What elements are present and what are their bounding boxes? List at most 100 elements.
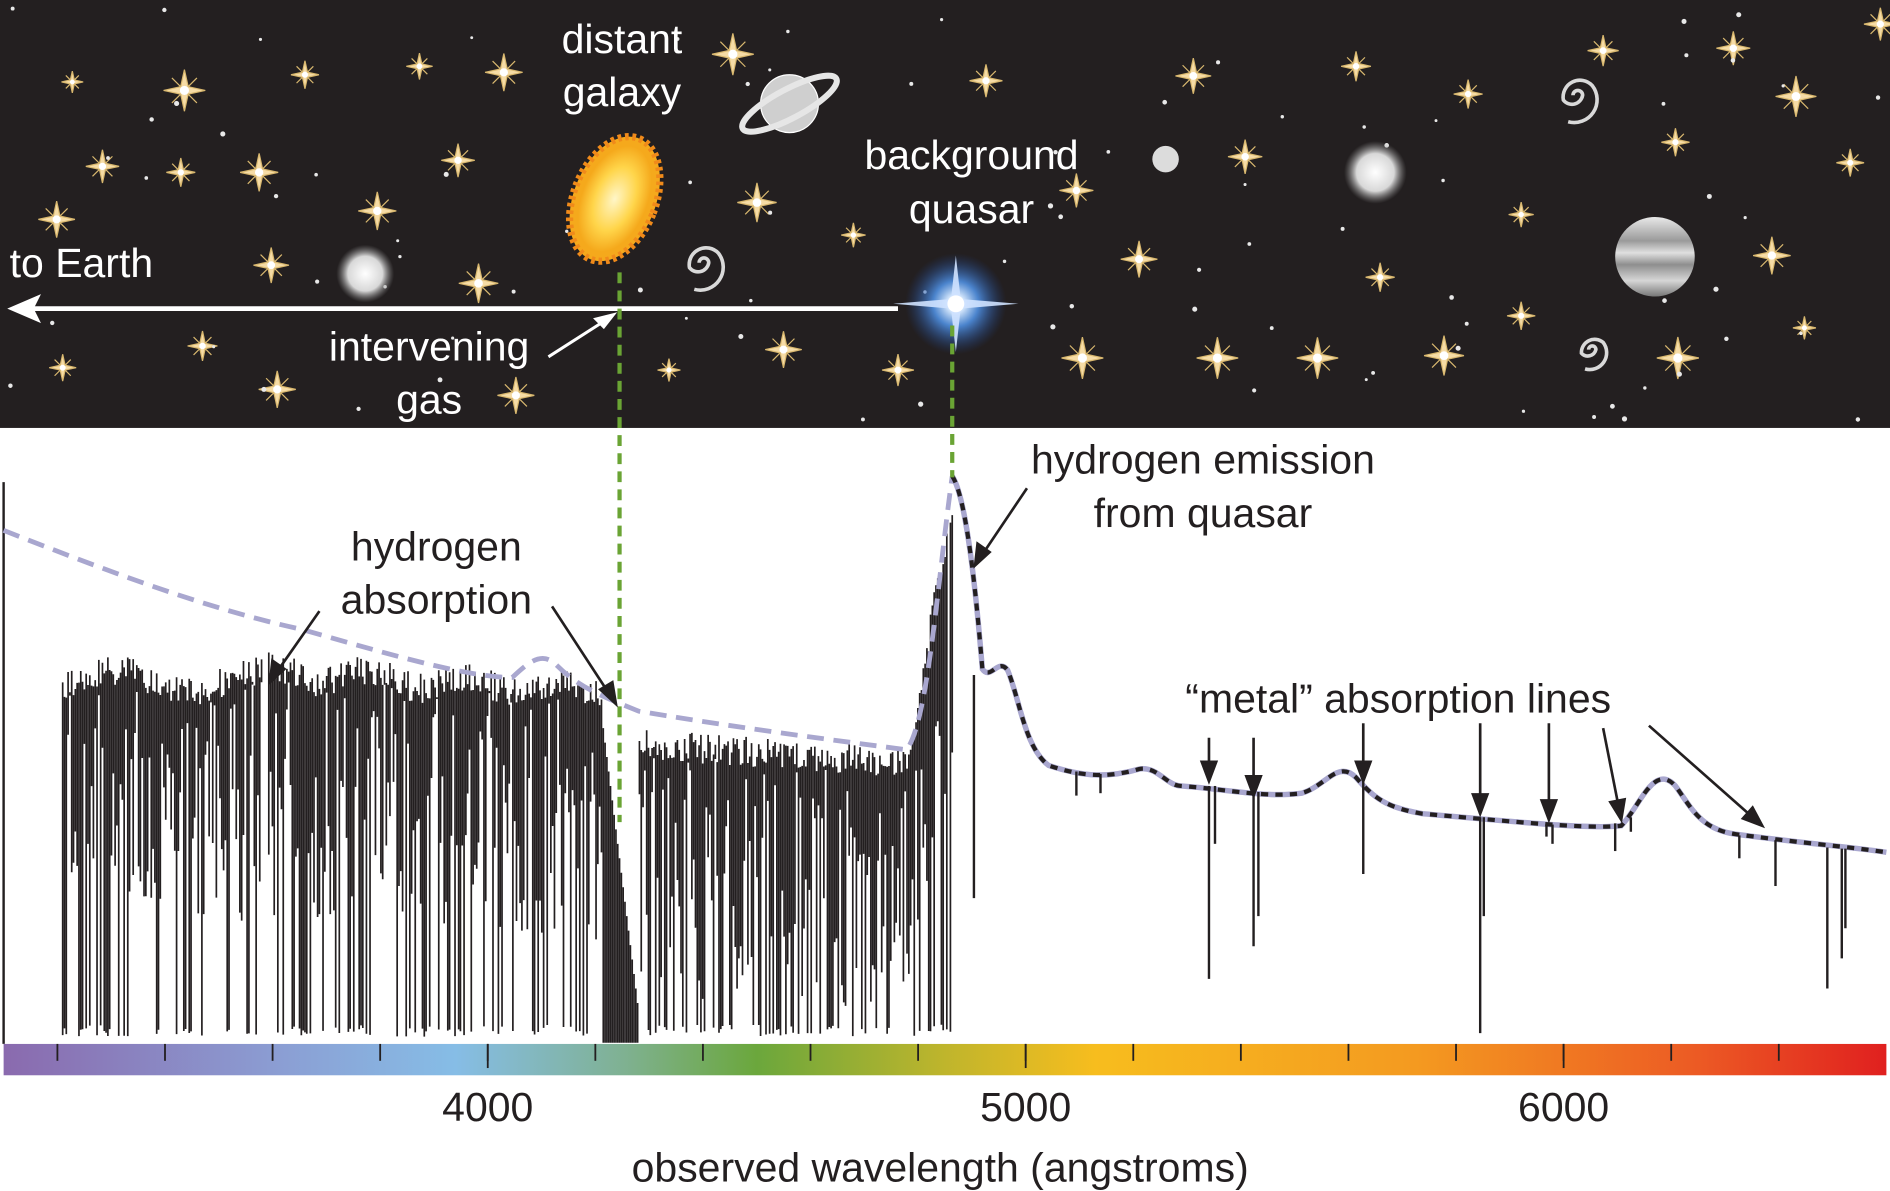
dot <box>258 37 263 41</box>
arrowhead <box>1740 805 1766 829</box>
gas-arrow <box>547 312 618 359</box>
star-core <box>1352 63 1360 70</box>
dot <box>470 36 474 40</box>
arrowhead <box>1199 760 1219 785</box>
emission-label: hydrogen emission <box>1031 437 1375 483</box>
dot <box>1684 53 1689 58</box>
dot <box>1706 193 1712 199</box>
star-core <box>69 79 75 85</box>
star-core <box>1241 152 1249 161</box>
continuum <box>949 474 1887 855</box>
dot <box>786 29 790 34</box>
dot <box>749 298 753 303</box>
color-bar <box>3 1043 1887 1076</box>
quasar-label: background <box>864 132 1078 178</box>
dot <box>1050 324 1056 330</box>
spiral-galaxies <box>687 78 1609 372</box>
star-core <box>1801 325 1807 331</box>
dot <box>356 406 361 412</box>
star-core <box>98 162 107 171</box>
star-core <box>177 169 184 176</box>
star-core <box>1464 90 1472 98</box>
dot <box>1252 388 1257 393</box>
galaxy-label: galaxy <box>563 69 682 115</box>
continuum <box>2 475 955 753</box>
star-core <box>779 345 788 354</box>
gas-label: intervening <box>329 323 529 369</box>
star-core <box>1518 211 1524 218</box>
dot <box>1676 371 1682 377</box>
star-core <box>666 367 672 373</box>
star-core <box>199 342 206 350</box>
dot <box>1799 331 1803 336</box>
dot <box>8 383 13 388</box>
dot <box>1610 403 1615 409</box>
dot <box>398 254 402 259</box>
x-tick-label: 5000 <box>980 1084 1071 1130</box>
dot <box>1434 119 1438 123</box>
dot <box>860 417 865 422</box>
star-core <box>454 156 462 165</box>
dot <box>106 156 110 160</box>
star-core <box>1135 255 1144 264</box>
dot <box>1340 226 1345 231</box>
earth-label: to Earth <box>10 240 153 286</box>
star-core <box>1673 353 1683 363</box>
dot <box>1621 416 1628 422</box>
dot <box>1724 336 1729 342</box>
dot <box>1197 267 1202 272</box>
dot <box>1269 326 1274 330</box>
star-core <box>1672 139 1679 146</box>
jupiter <box>1615 216 1695 297</box>
emission-label: from quasar <box>1094 490 1313 536</box>
absorption-label: absorption <box>341 577 532 623</box>
dot <box>918 401 924 407</box>
dot <box>745 81 750 87</box>
star-core <box>752 198 762 207</box>
metal-arrow <box>1648 724 1764 827</box>
star-core <box>273 385 282 394</box>
dot <box>1855 417 1861 422</box>
star-core <box>1518 312 1525 319</box>
dot <box>437 377 443 383</box>
star-core <box>511 391 520 400</box>
metal-label: “metal” absorption lines <box>1185 675 1611 721</box>
dot <box>1743 216 1747 220</box>
dot <box>688 180 692 185</box>
dot <box>684 316 688 320</box>
dot <box>162 7 167 13</box>
dot <box>10 6 15 11</box>
dot <box>1362 125 1366 129</box>
absorption-forest <box>61 515 954 1043</box>
dot <box>1247 242 1252 246</box>
dot <box>1441 178 1445 183</box>
arrowhead <box>1354 760 1373 785</box>
galaxy-label: distant <box>562 16 683 62</box>
dot <box>1713 286 1719 292</box>
fuzzy-galaxy <box>1343 141 1407 204</box>
star-core <box>474 278 483 288</box>
quasar-label: quasar <box>909 186 1034 232</box>
arrowhead <box>1608 797 1627 824</box>
dot <box>212 345 216 349</box>
sky-panel <box>0 0 1890 428</box>
x-tick-label: 6000 <box>1518 1084 1609 1130</box>
dot <box>637 287 643 293</box>
star-core <box>59 364 66 371</box>
star-core <box>850 232 857 238</box>
x-axis: 4000 5000 6000 <box>56 1043 1780 1130</box>
star-core <box>373 206 382 216</box>
arrowhead <box>1471 793 1490 818</box>
dot <box>1069 303 1075 309</box>
dot <box>738 334 744 340</box>
star-core <box>1072 186 1081 195</box>
dot <box>1162 99 1168 105</box>
star-core <box>179 85 190 95</box>
dot <box>768 210 773 215</box>
star-core <box>1876 20 1884 28</box>
dot <box>1002 259 1007 264</box>
saturn <box>739 72 840 135</box>
dot <box>1243 182 1247 187</box>
gas-label: gas <box>396 376 462 422</box>
